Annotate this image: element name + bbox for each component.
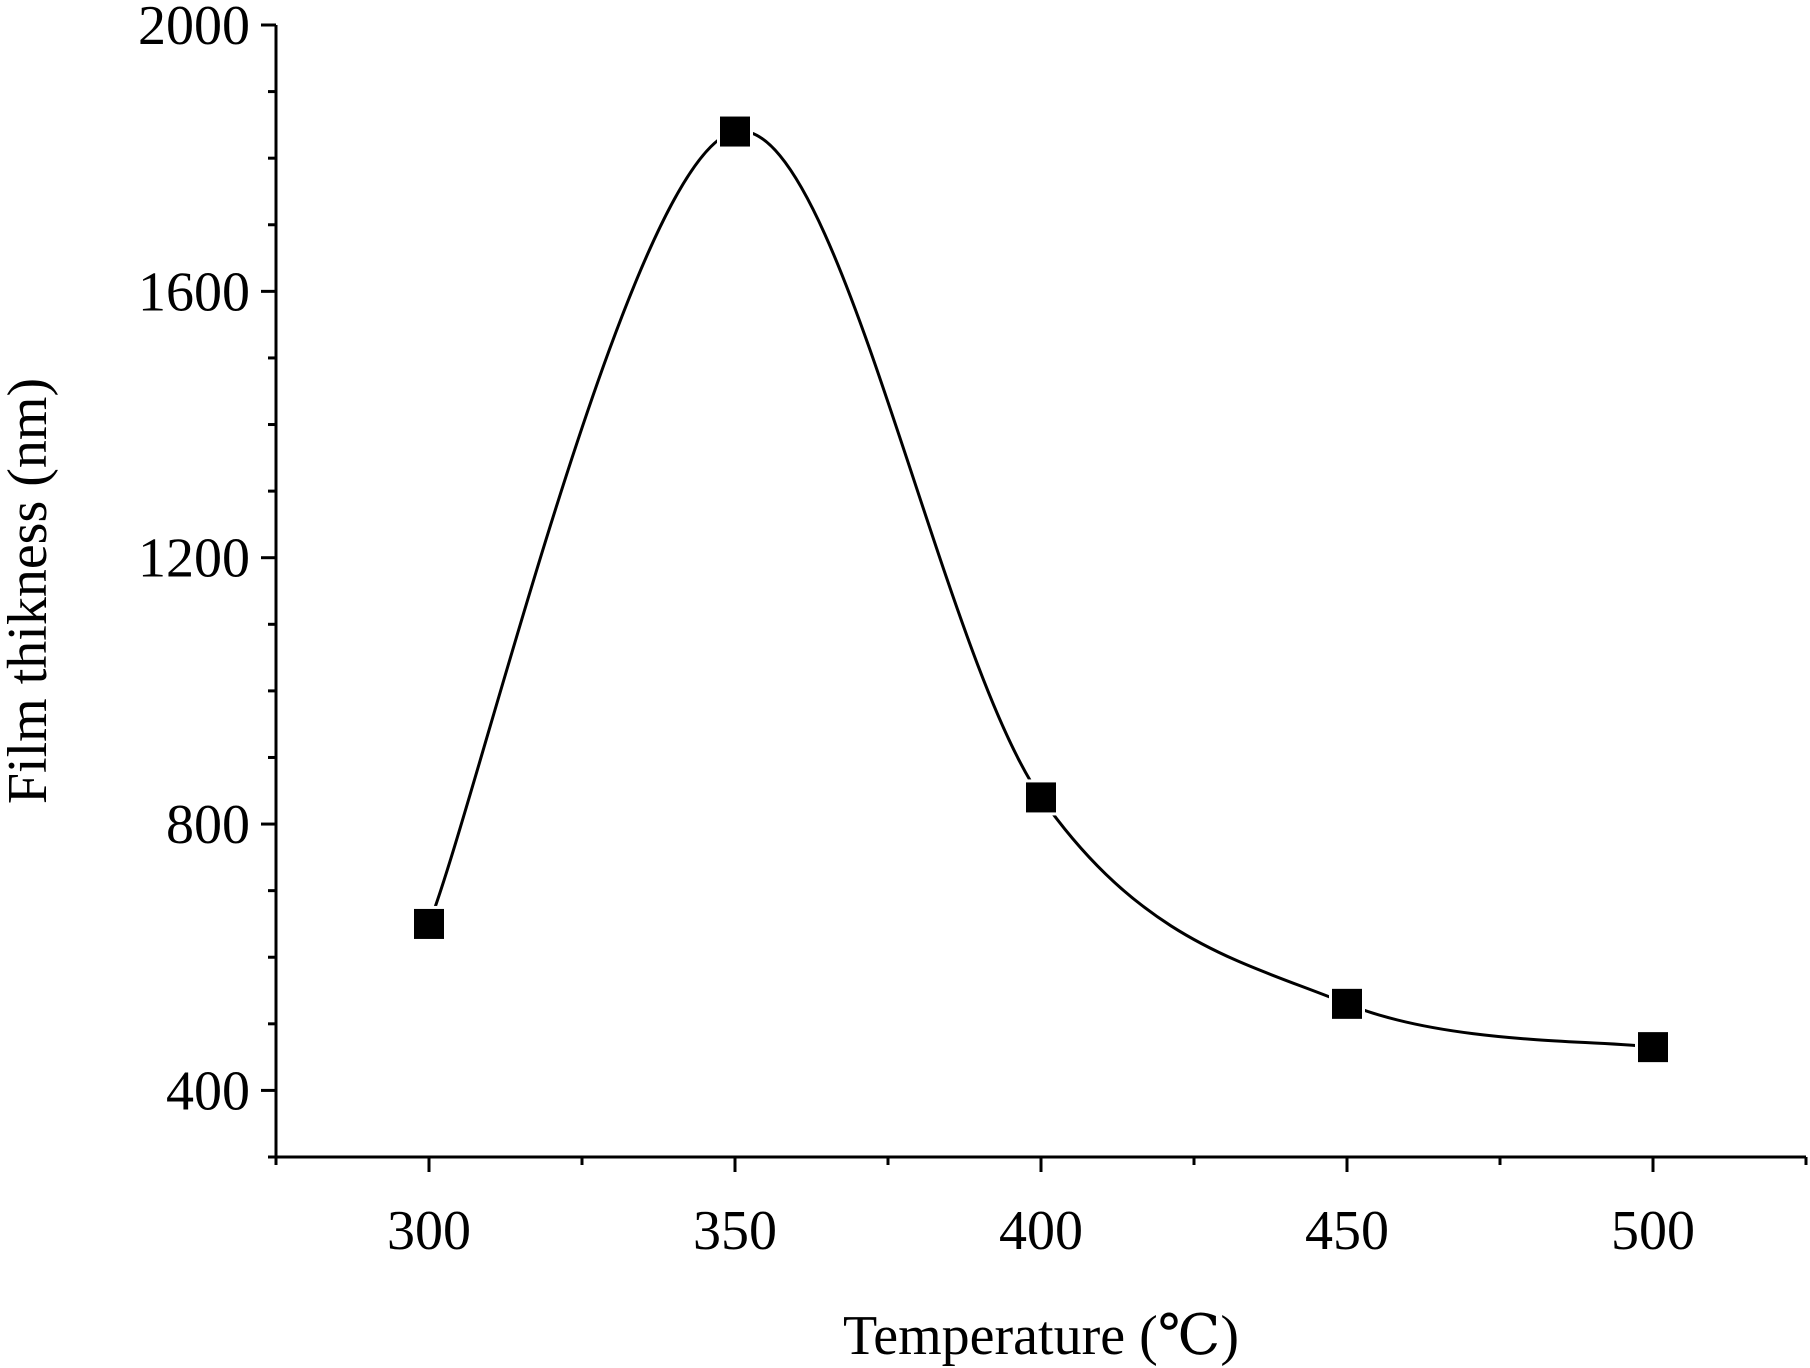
x-axis-title: Temperature (℃) — [843, 1305, 1239, 1367]
y-tick-label: 1200 — [138, 528, 250, 590]
x-tick-label: 500 — [1611, 1200, 1695, 1262]
series-curve — [427, 129, 1654, 1049]
data-point — [1026, 782, 1056, 813]
y-tick-label: 2000 — [138, 0, 250, 57]
y-tick-label: 400 — [166, 1060, 250, 1122]
y-tick-label: 1600 — [138, 261, 250, 323]
plot-frame — [274, 25, 1806, 1159]
data-point — [414, 908, 444, 939]
axis-tick-labels: 400 800 1200 1600 2000 300 350 400 450 500 — [138, 0, 1695, 1262]
axis-ticks — [261, 23, 1808, 1172]
x-tick-label: 450 — [1305, 1200, 1389, 1262]
data-point — [720, 116, 750, 147]
series-markers — [411, 113, 1671, 1066]
x-tick-label: 350 — [693, 1200, 777, 1262]
x-tick-label: 400 — [999, 1200, 1083, 1262]
x-tick-label: 300 — [387, 1200, 471, 1262]
y-axis-title: Film thikness (nm) — [0, 378, 59, 804]
data-point — [1332, 988, 1362, 1019]
y-tick-label: 800 — [166, 794, 250, 856]
data-point — [1638, 1032, 1668, 1063]
